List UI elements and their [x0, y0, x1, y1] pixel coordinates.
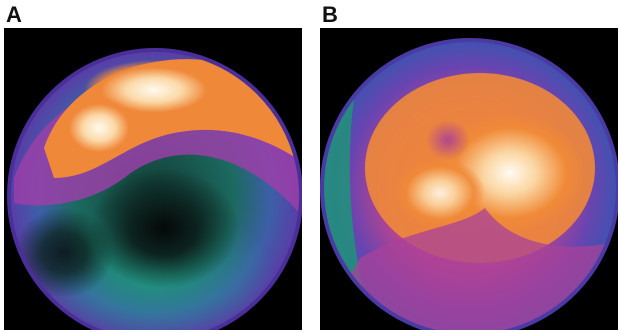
- polar-map-b: [320, 28, 618, 330]
- panel-a-label: A: [6, 2, 22, 27]
- panel-b-label: B: [322, 2, 338, 27]
- polar-map-b-image: [320, 38, 618, 330]
- polar-map-a: [4, 28, 302, 330]
- polar-map-a-image: [7, 48, 302, 330]
